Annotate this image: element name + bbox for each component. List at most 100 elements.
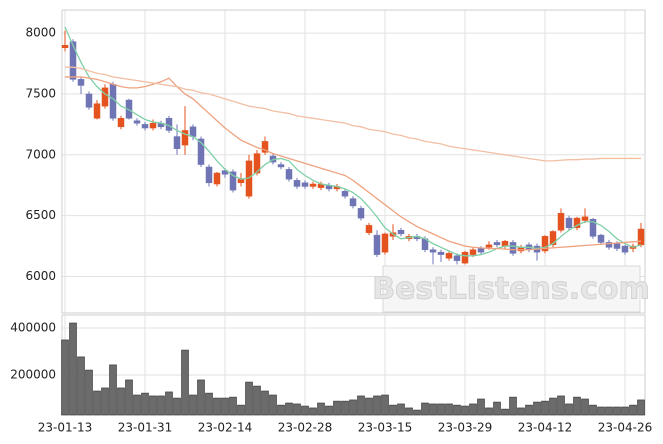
volume-bar [613, 406, 621, 416]
candle-body [501, 240, 509, 247]
volume-bar [549, 397, 557, 416]
volume-bar [365, 397, 373, 416]
volume-bar [253, 385, 261, 416]
volume-bar [485, 407, 493, 416]
y-tick-label: 7000 [25, 147, 56, 161]
volume-bar [469, 403, 477, 416]
volume-bar [317, 402, 325, 416]
volume-bar [597, 406, 605, 416]
volume-bar [501, 408, 509, 416]
y-tick-label: 6500 [25, 208, 56, 222]
x-tick-label: 23-01-13 [38, 421, 92, 435]
candle-body [573, 217, 581, 229]
volume-bar [197, 379, 205, 416]
volume-bar [333, 400, 341, 416]
volume-bar [637, 399, 645, 416]
x-tick-label: 23-02-14 [198, 421, 252, 435]
volume-bar [61, 339, 69, 416]
moving-average-line [65, 66, 641, 162]
volume-bar [573, 396, 581, 416]
volume-bar [349, 399, 357, 416]
candle-body [253, 153, 261, 174]
volume-bar [181, 349, 189, 416]
volume-bar [405, 407, 413, 416]
candle-body [301, 182, 309, 187]
volume-bar [389, 404, 397, 416]
candle-body [565, 217, 573, 229]
price-frame [61, 9, 646, 314]
candle-body [493, 242, 501, 246]
candle-body [541, 236, 549, 252]
candle-body [173, 136, 181, 149]
candle-body [69, 41, 77, 80]
volume-bar [277, 404, 285, 416]
volume-bar [557, 395, 565, 416]
volume-bar [125, 379, 133, 416]
volume-bar [381, 394, 389, 416]
y-tick-label: 6000 [25, 269, 56, 283]
candle-body [261, 141, 269, 153]
y-tick-label: 7500 [25, 86, 56, 100]
volume-bar [461, 405, 469, 416]
volume-bar [581, 398, 589, 416]
volume-bar [173, 397, 181, 416]
volume-bar [301, 405, 309, 416]
candle-body [229, 171, 237, 191]
volume-bar [509, 396, 517, 416]
x-tick-label: 23-01-31 [118, 421, 172, 435]
moving-average-line [64, 26, 642, 257]
volume-bar [69, 322, 77, 416]
candle-body [429, 249, 437, 253]
volume-bar [373, 395, 381, 416]
candle-body [101, 87, 109, 107]
volume-bar [189, 394, 197, 416]
volume-bar [533, 401, 541, 416]
volume-bar [309, 407, 317, 416]
candle-body [189, 126, 197, 137]
y-tick-label: 200000 [10, 368, 56, 382]
volume-bar [133, 394, 141, 416]
candle-body [205, 166, 213, 184]
volume-bar [237, 404, 245, 416]
volume-bar [397, 403, 405, 416]
volume-bar [245, 381, 253, 416]
volume-bar [541, 400, 549, 416]
candle-body [349, 198, 357, 207]
candle-body [285, 169, 293, 180]
candle-body [445, 253, 453, 259]
volume-bar [437, 403, 445, 416]
volume-bar [477, 398, 485, 416]
candle-body [581, 216, 589, 221]
candle-body [117, 118, 125, 128]
x-tick-label: 23-03-15 [358, 421, 412, 435]
candle-body [469, 249, 477, 255]
volume-bar [341, 400, 349, 416]
candle-body [453, 255, 461, 261]
candle-body [477, 248, 485, 253]
candle-body [597, 234, 605, 243]
candle-body [461, 251, 469, 264]
volume-bar [445, 403, 453, 416]
volume-bar [261, 390, 269, 416]
volume-bar [165, 391, 173, 416]
y-tick-label: 8000 [25, 26, 56, 40]
volume-bar [453, 404, 461, 416]
volume-bar [589, 404, 597, 416]
volume-bar [229, 396, 237, 416]
candle-body [277, 164, 285, 168]
candle-body [589, 219, 597, 237]
candle-body [85, 93, 93, 108]
candle-body [397, 230, 405, 235]
moving-average-line [65, 76, 642, 251]
candle-body [141, 124, 149, 129]
volume-bar [285, 402, 293, 416]
volume-bar [269, 394, 277, 416]
volume-bar [205, 392, 213, 416]
candle-body [309, 183, 317, 187]
volume-bar [493, 401, 501, 416]
candle-body [93, 103, 101, 119]
volume-bar [517, 407, 525, 416]
volume-bar [413, 409, 421, 416]
candle-body [213, 172, 221, 185]
candle-body [133, 120, 141, 124]
